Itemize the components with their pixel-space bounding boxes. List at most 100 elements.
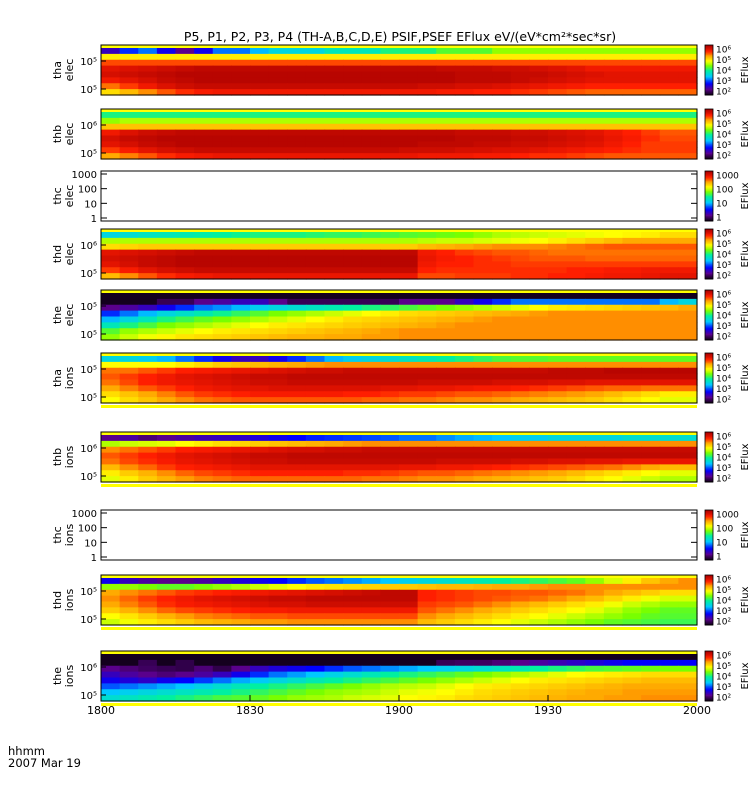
- colorbar-segment: [705, 369, 713, 371]
- spectrogram-cell: [305, 334, 326, 341]
- spectrogram-cell: [287, 129, 307, 137]
- spectrogram-cell: [603, 261, 624, 268]
- colorbar-segment: [705, 653, 713, 656]
- colorbar-segment: [705, 385, 713, 388]
- spectrogram-cell: [622, 83, 642, 90]
- spectrogram-cell: [417, 316, 437, 323]
- spectrogram-cell: [231, 304, 251, 312]
- spectrogram-cell: [641, 578, 661, 585]
- spectrogram-cell: [622, 123, 642, 131]
- colorbar-segment: [705, 512, 713, 515]
- spectrogram-cell: [548, 316, 568, 323]
- spectrogram-cell: [156, 141, 177, 148]
- spectrogram-cell: [138, 147, 158, 154]
- panel-probe-label: tha: [51, 61, 64, 79]
- spectrogram-cell: [529, 141, 549, 148]
- spectrogram-cell: [212, 689, 232, 696]
- spectrogram-cell: [473, 435, 493, 442]
- spectrogram-cell: [119, 59, 139, 67]
- spectrogram-cell: [101, 595, 121, 603]
- colorbar-segment: [705, 389, 713, 391]
- spectrogram-cell: [622, 255, 642, 262]
- spectrogram-cell: [603, 446, 624, 454]
- spectrogram-cell: [156, 123, 177, 131]
- spectrogram-cell: [101, 583, 121, 591]
- spectrogram-cell: [585, 298, 605, 306]
- spectrogram-cell: [361, 578, 381, 585]
- colorbar-segment: [705, 290, 713, 292]
- spectrogram-cell: [250, 379, 270, 386]
- spectrogram-cell: [566, 367, 586, 375]
- spectrogram-cell: [138, 249, 158, 257]
- spectrogram-cell: [492, 59, 512, 67]
- spectrogram-cell: [473, 452, 493, 460]
- spectrogram-cell: [659, 334, 679, 341]
- spectrogram-cell: [454, 328, 475, 335]
- spectrogram-cell: [119, 112, 139, 119]
- spectrogram-cell: [212, 613, 232, 620]
- spectrogram-cell: [250, 446, 270, 454]
- spectrogram-cell: [529, 452, 549, 460]
- spectrogram-cell: [343, 147, 363, 154]
- spectrogram-cell: [436, 310, 456, 318]
- spectrogram-cell: [622, 671, 642, 679]
- spectrogram-cell: [119, 304, 139, 312]
- spectrogram-cell: [175, 695, 195, 702]
- panel-frame: [100, 170, 698, 222]
- spectrogram-cell: [678, 613, 698, 620]
- colorbar-segment: [705, 470, 713, 473]
- colorbar-segment: [705, 474, 713, 477]
- spectrogram-cell: [305, 367, 326, 375]
- spectrogram-cell: [361, 595, 381, 603]
- colorbar-segment: [705, 53, 713, 56]
- spectrogram-cell: [659, 304, 679, 312]
- spectrogram-cell: [585, 310, 605, 318]
- spectrogram-cell: [417, 48, 437, 55]
- spectrogram-cell: [585, 304, 605, 312]
- spectrogram-cell: [212, 601, 232, 608]
- spectrogram-cell: [212, 367, 232, 375]
- spectrogram-cell: [194, 273, 214, 280]
- spectrogram-cell: [231, 334, 251, 341]
- spectrogram-cell: [399, 59, 419, 67]
- spectrogram-cell: [287, 689, 307, 696]
- spectrogram-cell: [119, 361, 139, 369]
- spectrogram-cell: [454, 304, 475, 312]
- spectrogram-cell: [436, 391, 456, 398]
- spectrogram-cell: [101, 273, 121, 280]
- spectrogram-cell: [548, 334, 568, 341]
- colorbar-segment: [705, 150, 713, 152]
- spectrogram-cell: [454, 385, 475, 392]
- spectrogram-cell: [380, 261, 400, 268]
- spectrogram-cell: [454, 65, 475, 73]
- spectrogram-cell: [678, 601, 698, 608]
- colorbar-segment: [705, 136, 713, 139]
- spectrogram-cell: [380, 367, 400, 375]
- spectrogram-cell: [417, 71, 437, 78]
- spectrogram-cell: [585, 123, 605, 131]
- spectrogram-cell: [305, 255, 326, 262]
- spectrogram-cell: [231, 89, 251, 96]
- spectrogram-cell: [324, 671, 344, 679]
- spectrogram-cell: [436, 334, 456, 341]
- spectrogram-cell: [436, 578, 456, 585]
- spectrogram-cell: [585, 249, 605, 257]
- spectrogram-cell: [436, 458, 456, 465]
- spectrogram-cell: [678, 89, 698, 96]
- spectrogram-cell: [399, 446, 419, 454]
- spectrogram-cell: [194, 123, 214, 131]
- spectrogram-cell: [641, 310, 661, 318]
- spectrogram-cell: [659, 589, 679, 597]
- spectrogram-cell: [473, 367, 493, 375]
- spectrogram-cell: [566, 71, 586, 78]
- spectrogram-cell: [585, 391, 605, 398]
- colorbar-segment: [705, 363, 713, 365]
- colorbar-tick-label: 10⁵: [716, 56, 731, 66]
- colorbar-segment: [705, 332, 713, 335]
- spectrogram-cell: [343, 619, 363, 626]
- colorbar-segment: [705, 511, 713, 513]
- spectrogram-cell: [305, 613, 326, 620]
- spectrogram-cell: [436, 267, 456, 274]
- spectrogram-cell: [492, 53, 512, 61]
- colorbar-segment: [705, 83, 713, 86]
